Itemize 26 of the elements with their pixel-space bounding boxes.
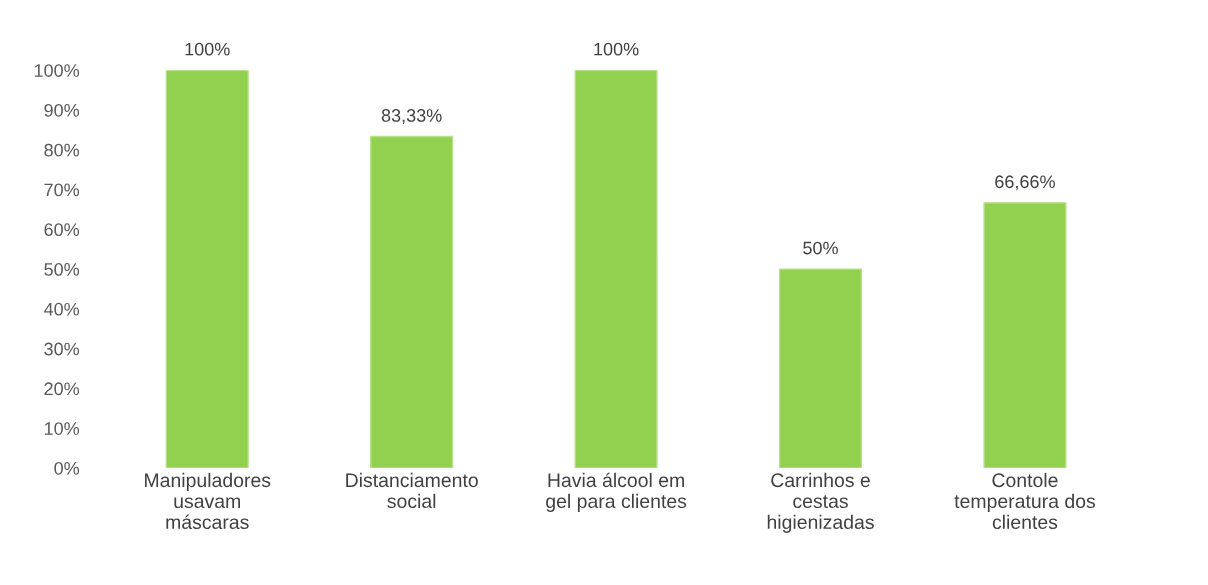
x-tick-label: Distanciamento social — [346, 472, 478, 509]
y-tick-label: 40% — [43, 302, 80, 316]
y-tick-label: 90% — [44, 103, 80, 117]
data-label: 83,33% — [381, 109, 442, 124]
bar — [165, 70, 249, 468]
data-label: 50% — [803, 241, 838, 255]
data-label: 100% — [594, 42, 639, 56]
bar — [574, 70, 658, 468]
data-label: 100% — [185, 42, 230, 56]
x-tick-label: Manipuladores usavam máscaras — [145, 472, 271, 530]
y-tick-label: 20% — [44, 382, 80, 396]
x-tick-label: Contole temperatura dos clientes — [954, 472, 1096, 530]
x-tick-label: Carrinhos e cestas higienizadas — [767, 472, 874, 533]
y-tick-label: 0% — [54, 461, 80, 475]
y-tick-label: 30% — [44, 342, 80, 356]
bar — [778, 268, 863, 468]
y-tick-label: 80% — [44, 143, 80, 157]
bar — [370, 135, 454, 468]
y-tick-label: 60% — [44, 223, 80, 237]
y-tick-label: 70% — [44, 183, 80, 197]
y-tick-label: 50% — [44, 263, 80, 276]
y-tick-label: 100% — [34, 64, 80, 77]
data-label: 66,66% — [995, 175, 1055, 191]
y-tick-label: 10% — [44, 422, 80, 435]
x-tick-label: Havia álcool em gel para clientes — [546, 472, 687, 512]
bar — [983, 202, 1067, 468]
